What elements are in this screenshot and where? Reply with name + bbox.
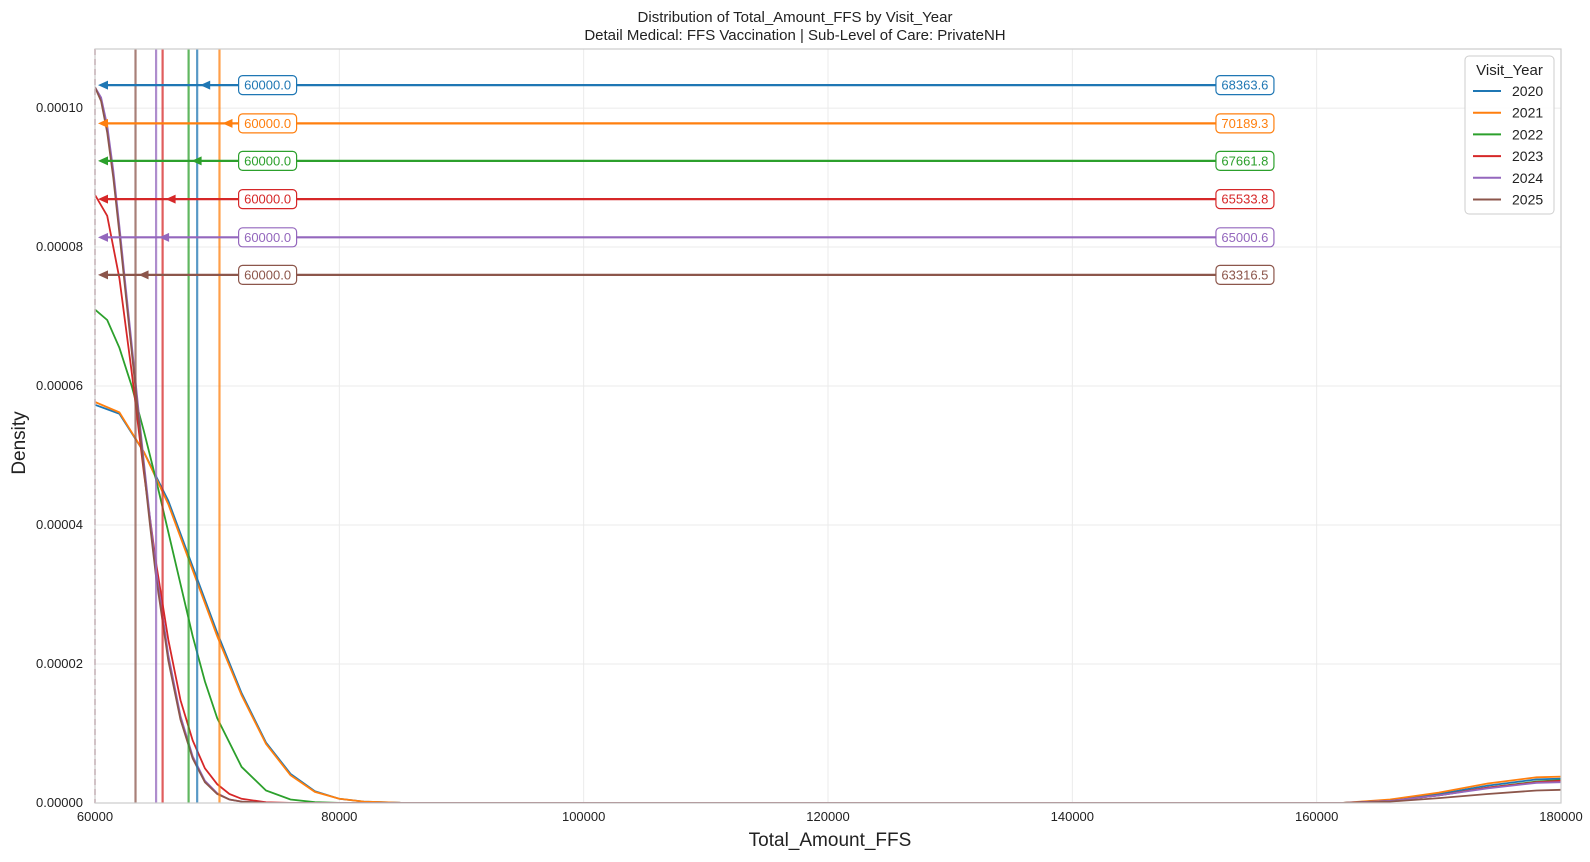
plot-frame [94,48,1562,804]
min-label-2024: 60000.0 [244,230,291,245]
min-label-2021: 60000.0 [244,116,291,131]
mean-label-2020: 68363.6 [1221,78,1268,93]
mean-label-box-2024 [1215,227,1275,248]
min-label-box-2021 [238,113,298,134]
min-label-box-2025 [238,264,298,285]
density-curve-2021 [95,401,1561,803]
min-label-2025: 60000.0 [244,267,291,282]
min-label-2023: 60000.0 [244,192,291,207]
mean-arrowhead-2021 [222,118,233,128]
x-tick-label: 160000 [1295,809,1338,824]
x-tick-label: 60000 [77,809,113,824]
legend-label-2022: 2022 [1512,126,1543,142]
legend-label-2025: 2025 [1512,192,1543,208]
y-tick-label: 0.00010 [36,100,83,115]
mean-label-2022: 67661.8 [1221,153,1268,168]
min-label-2022: 60000.0 [244,153,291,168]
y-axis-label: Density [9,411,30,475]
mean-label-box-2022 [1215,150,1275,171]
legend-label-2023: 2023 [1512,148,1543,164]
annotation-arrowhead-2023 [98,194,108,204]
legend-title: Visit_Year [1476,62,1543,79]
min-label-box-2023 [238,189,298,210]
legend-label-2021: 2021 [1512,105,1543,121]
mean-arrowhead-2024 [159,232,170,242]
min-label-box-2024 [238,227,298,248]
legend: Visit_Year 2020 2021 2022 2023 2024 2025 [1464,55,1555,215]
annotation-arrowhead-2021 [98,118,108,128]
x-axis-label: Total_Amount_FFS [749,830,912,851]
mean-label-box-2020 [1215,75,1275,96]
legend-label-2020: 2020 [1512,83,1543,99]
mean-label-2021: 70189.3 [1221,116,1268,131]
mean-arrowhead-2023 [165,194,176,204]
mean-label-2023: 65533.8 [1221,192,1268,207]
mean-label-box-2025 [1215,264,1275,285]
mean-label-2025: 63316.5 [1221,267,1268,282]
mean-arrowhead-2022 [191,156,202,166]
annotation-arrowhead-2024 [98,232,108,242]
annotation-arrowhead-2025 [98,270,108,280]
plot-area: 60000 80000 100000 120000 140000 160000 180000… [36,48,1583,824]
y-tick-label: 0.00004 [36,517,83,532]
chart-subtitle: Detail Medical: FFS Vaccination | Sub-Le… [584,27,1005,44]
annotation-arrowhead-2020 [98,80,108,90]
annotation-arrowhead-2022 [98,156,108,166]
mean-label-2024: 65000.6 [1221,230,1268,245]
chart-title: Distribution of Total_Amount_FFS by Visi… [638,9,953,26]
legend-box [1464,55,1555,215]
density-curve-2025 [95,86,1561,803]
mean-label-box-2021 [1215,113,1275,134]
min-label-box-2022 [238,150,298,171]
y-tick-label: 0.00000 [36,795,83,810]
x-tick-label: 100000 [562,809,605,824]
mean-arrowhead-2020 [200,80,211,90]
y-tick-label: 0.00008 [36,239,83,254]
mean-label-box-2023 [1215,189,1275,210]
min-label-box-2020 [238,75,298,96]
x-tick-label: 80000 [321,809,357,824]
min-label-2020: 60000.0 [244,78,291,93]
x-tick-label: 140000 [1051,809,1094,824]
x-tick-label: 120000 [806,809,849,824]
mean-arrowhead-2025 [138,270,149,280]
x-tick-label: 180000 [1539,809,1582,824]
legend-label-2024: 2024 [1512,170,1543,186]
y-tick-label: 0.00002 [36,656,83,671]
y-tick-label: 0.00006 [36,378,83,393]
